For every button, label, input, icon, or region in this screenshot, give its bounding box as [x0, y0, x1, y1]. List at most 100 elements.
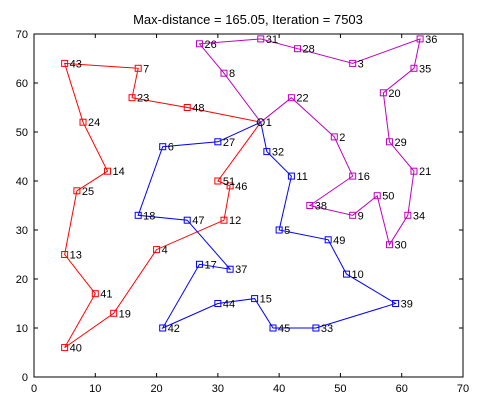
- node-label-39: 39: [401, 299, 413, 311]
- node-label-9: 9: [358, 210, 364, 222]
- node-marker-44: [214, 300, 222, 307]
- x-axis: 0 10 20 30 40 50 60 70: [31, 34, 469, 395]
- x-tick-label: 10: [89, 383, 101, 395]
- node-label-7: 7: [143, 63, 149, 75]
- node-label-19: 19: [119, 308, 131, 320]
- node-label-32: 32: [272, 147, 284, 159]
- node-label-18: 18: [143, 210, 155, 222]
- node-label-23: 23: [137, 93, 149, 105]
- node-label-15: 15: [260, 294, 272, 306]
- y-tick-label: 20: [16, 274, 28, 286]
- node-marker-5: [275, 226, 283, 234]
- node-label-4: 4: [162, 245, 168, 257]
- node-marker-50: [373, 192, 381, 200]
- node-marker-4: [153, 246, 161, 254]
- node-label-45: 45: [278, 323, 290, 335]
- node-marker-15: [251, 295, 259, 303]
- node-marker-11: [287, 172, 295, 180]
- y-tick-label: 50: [16, 127, 28, 139]
- route-line-3: [198, 38, 421, 246]
- node-marker-48: [183, 104, 191, 111]
- node-marker-41: [91, 290, 99, 298]
- node-label-29: 29: [394, 137, 406, 149]
- node-label-12: 12: [229, 215, 241, 227]
- node-marker-22: [287, 94, 295, 102]
- node-label-37: 37: [235, 264, 247, 276]
- node-label-5: 5: [284, 225, 290, 237]
- node-marker-35: [410, 64, 418, 72]
- x-tick-label: 0: [31, 383, 37, 395]
- x-tick-label: 40: [273, 383, 285, 395]
- node-label-51: 51: [223, 176, 235, 188]
- node-label-13: 13: [70, 250, 82, 262]
- x-tick-label: 60: [396, 383, 408, 395]
- node-marker-14: [104, 167, 112, 175]
- node-marker-46: [226, 182, 234, 190]
- x-tick-label: 30: [212, 383, 224, 395]
- x-tick-label: 70: [457, 383, 469, 395]
- node-marker-43: [61, 59, 69, 67]
- node-marker-12: [220, 216, 228, 224]
- route-line-1: [63, 62, 262, 349]
- node-marker-39: [392, 300, 400, 307]
- node-label-21: 21: [419, 166, 431, 178]
- node-marker-8: [220, 69, 228, 77]
- node-label-25: 25: [82, 186, 94, 198]
- node-label-10: 10: [352, 269, 364, 281]
- node-marker-13: [61, 251, 69, 258]
- node-label-24: 24: [88, 117, 100, 129]
- node-label-36: 36: [425, 34, 437, 46]
- node-marker-2: [330, 133, 338, 141]
- node-marker-33: [312, 324, 320, 332]
- chart-title: Max-distance = 165.05, Iteration = 7503: [133, 12, 363, 27]
- node-marker-10: [343, 270, 351, 278]
- node-label-38: 38: [315, 201, 327, 213]
- markers-layer: [61, 35, 424, 352]
- node-label-14: 14: [113, 166, 125, 178]
- node-marker-6: [159, 143, 167, 151]
- node-marker-34: [404, 211, 412, 219]
- node-label-20: 20: [388, 88, 400, 100]
- node-marker-32: [263, 148, 271, 156]
- node-marker-30: [385, 241, 393, 249]
- node-marker-26: [195, 40, 203, 48]
- node-marker-38: [306, 202, 314, 209]
- node-label-28: 28: [303, 44, 315, 56]
- y-tick-label: 10: [16, 323, 28, 335]
- node-marker-18: [134, 211, 142, 219]
- node-label-42: 42: [168, 323, 180, 335]
- node-label-48: 48: [192, 103, 204, 115]
- node-label-40: 40: [70, 343, 82, 355]
- node-marker-23: [128, 94, 136, 102]
- node-label-47: 47: [192, 215, 204, 227]
- node-label-49: 49: [333, 235, 345, 247]
- y-tick-label: 40: [16, 176, 28, 188]
- node-label-27: 27: [223, 137, 235, 149]
- node-label-35: 35: [419, 63, 431, 75]
- node-marker-45: [269, 324, 277, 332]
- node-label-26: 26: [204, 39, 216, 51]
- x-tick-label: 20: [150, 383, 162, 395]
- node-label-17: 17: [204, 259, 216, 271]
- depot-marker: [256, 118, 265, 127]
- node-marker-37: [226, 265, 234, 273]
- node-marker-24: [79, 118, 87, 126]
- node-marker-40: [61, 344, 69, 352]
- node-marker-25: [73, 187, 81, 195]
- node-marker-3: [349, 59, 357, 67]
- node-label-30: 30: [394, 240, 406, 252]
- x-tick-label: 50: [334, 383, 346, 395]
- node-label-1: 1: [266, 117, 272, 129]
- node-marker-42: [159, 324, 167, 332]
- plot-frame: [33, 33, 464, 378]
- node-label-46: 46: [235, 181, 247, 193]
- routes-layer: [63, 38, 421, 349]
- node-marker-27: [214, 138, 222, 146]
- node-label-33: 33: [321, 323, 333, 335]
- node-label-22: 22: [296, 93, 308, 105]
- node-marker-31: [257, 35, 265, 43]
- node-label-50: 50: [382, 191, 394, 203]
